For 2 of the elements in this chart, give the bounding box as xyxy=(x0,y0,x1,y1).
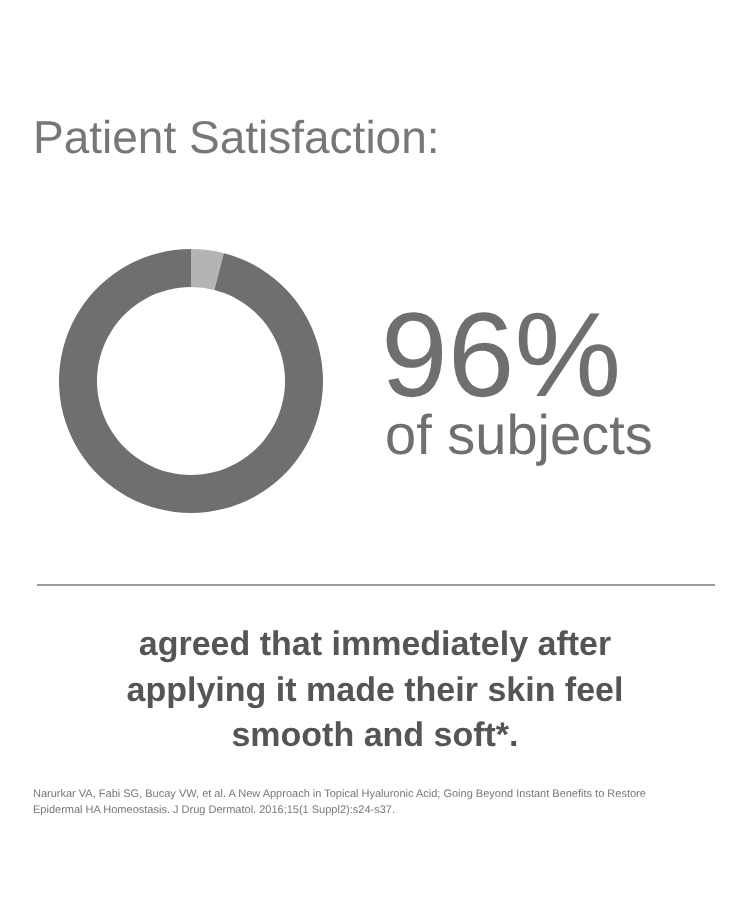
chart-title: Patient Satisfaction: xyxy=(33,111,440,163)
text: agreed that immediately after applying it made their skin feel smooth and soft*. xyxy=(126,625,624,755)
